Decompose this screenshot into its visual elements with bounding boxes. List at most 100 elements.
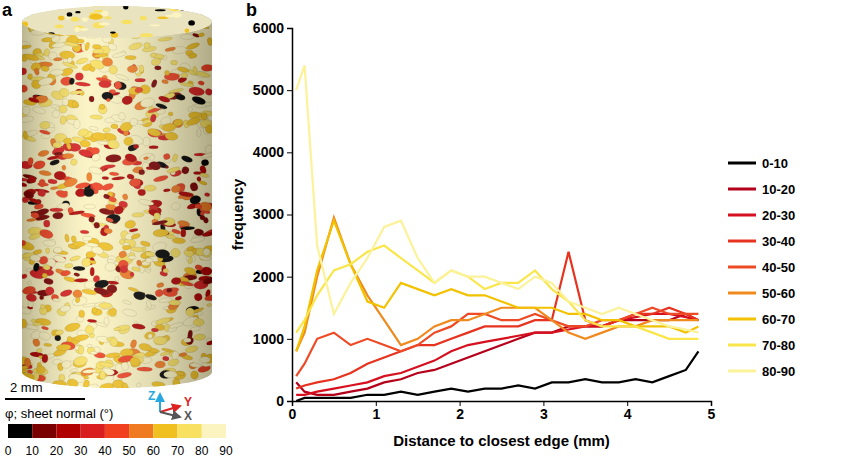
- x-tick: 2: [456, 401, 464, 422]
- panel-label: a: [2, 0, 13, 20]
- texture-patch: [31, 35, 40, 38]
- legend-label: 0-10: [762, 156, 788, 171]
- axis-arrow: [159, 394, 161, 412]
- cylinder-shade: [22, 0, 212, 388]
- y-tick-mark: [287, 28, 292, 29]
- series-line: [296, 308, 698, 376]
- y-tick: 4000: [253, 144, 292, 160]
- texture-patch: [140, 16, 147, 20]
- colorbar-swatch: [32, 424, 56, 438]
- texture-patch: [22, 21, 28, 27]
- y-axis: 0100020003000400050006000: [253, 20, 293, 409]
- texture-patch: [94, 10, 103, 13]
- texture-patch: [155, 9, 166, 11]
- colorbar-swatch: [153, 424, 177, 438]
- y-tick-mark: [287, 215, 292, 216]
- legend-label: 50-60: [762, 286, 795, 301]
- axis-arrow: [160, 412, 180, 417]
- plot-lines: [296, 65, 698, 401]
- series-line: [296, 246, 698, 339]
- texture-patch: [121, 20, 133, 24]
- legend-label: 40-50: [762, 260, 795, 275]
- colorbar-title: φ; sheet normal (°): [5, 406, 113, 421]
- texture-patch: [209, 377, 215, 383]
- x-tick: 5: [708, 401, 716, 422]
- y-tick: 0: [276, 393, 292, 409]
- legend-label: 10-20: [762, 182, 795, 197]
- texture-patch: [79, 28, 88, 31]
- figure: a2 mmZYXφ; sheet normal (°)0102030405060…: [0, 0, 854, 469]
- legend-swatch: [728, 214, 756, 217]
- texture-patch: [49, 35, 60, 41]
- scale-bar: [5, 398, 85, 400]
- axis-arrow-label: Z: [148, 389, 155, 403]
- texture-patch: [55, 24, 64, 28]
- colorbar-tick-label: 80: [195, 444, 209, 458]
- axis-arrow-label: Y: [184, 395, 192, 409]
- axis-arrow: [160, 406, 180, 412]
- colorbar-swatch: [178, 424, 202, 438]
- texture-patch: [169, 7, 182, 12]
- colorbar-swatch: [8, 424, 32, 438]
- x-tick-label: 0: [289, 406, 297, 422]
- texture-patch: [188, 20, 195, 25]
- colorbar-tick-label: 20: [50, 444, 64, 458]
- colorbar: 0102030405060708090: [5, 424, 233, 458]
- x-tick: 4: [624, 401, 632, 422]
- y-tick-label: 6000: [253, 20, 284, 36]
- series-line: [296, 221, 698, 352]
- texture-patch: [171, 12, 181, 18]
- legend-swatch: [728, 292, 756, 295]
- texture-patch: [184, 6, 197, 9]
- legend-swatch: [728, 162, 756, 165]
- texture-patch: [67, 12, 73, 16]
- texture-patch: [71, 17, 80, 22]
- colorbar-tick-label: 90: [219, 444, 233, 458]
- series-line: [296, 351, 698, 401]
- x-tick-label: 4: [624, 406, 632, 422]
- texture-patch: [193, 7, 204, 12]
- colorbar-swatch: [202, 424, 226, 438]
- legend-label: 20-30: [762, 208, 795, 223]
- texture-patch: [48, 32, 55, 36]
- texture-patch: [20, 9, 25, 13]
- y-tick-mark: [287, 90, 292, 91]
- y-tick-mark: [287, 277, 292, 278]
- y-tick-label: 3000: [253, 206, 284, 222]
- y-tick-mark: [287, 339, 292, 340]
- texture-patch: [58, 16, 64, 21]
- colorbar-swatch: [81, 424, 105, 438]
- y-axis-title: frequency: [229, 178, 246, 250]
- scale-bar-label: 2 mm: [10, 380, 43, 395]
- texture-patch: [169, 7, 181, 12]
- legend-swatch: [728, 188, 756, 191]
- texture-patch: [75, 11, 80, 13]
- texture-patch: [165, 15, 172, 18]
- y-tick-mark: [287, 152, 292, 153]
- colorbar-tick-label: 40: [98, 444, 112, 458]
- panel-label: b: [246, 0, 257, 20]
- texture-patch: [201, 4, 207, 10]
- texture-patch: [82, 17, 88, 22]
- series-line: [296, 65, 698, 332]
- texture-patch: [185, 29, 190, 33]
- x-tick: 3: [540, 401, 548, 422]
- colorbar-tick-label: 10: [26, 444, 40, 458]
- y-tick-label: 0: [276, 393, 284, 409]
- y-tick-label: 5000: [253, 82, 284, 98]
- x-axis-line: [293, 402, 712, 407]
- legend-swatch: [728, 370, 756, 373]
- texture-patch: [105, 16, 112, 19]
- y-tick: 1000: [253, 331, 292, 347]
- texture-patch: [19, 2, 30, 11]
- colorbar-swatch: [129, 424, 153, 438]
- cylinder-cap: [22, 6, 212, 38]
- y-tick: 3000: [253, 206, 292, 222]
- axis-arrow-label: X: [184, 409, 192, 423]
- colorbar-swatch: [105, 424, 129, 438]
- texture-patch: [64, 35, 77, 38]
- x-axis-title: Distance to closest edge (mm): [393, 432, 610, 449]
- texture-patch: [123, 5, 128, 10]
- texture-patch: [74, 27, 79, 32]
- legend-swatch: [728, 240, 756, 243]
